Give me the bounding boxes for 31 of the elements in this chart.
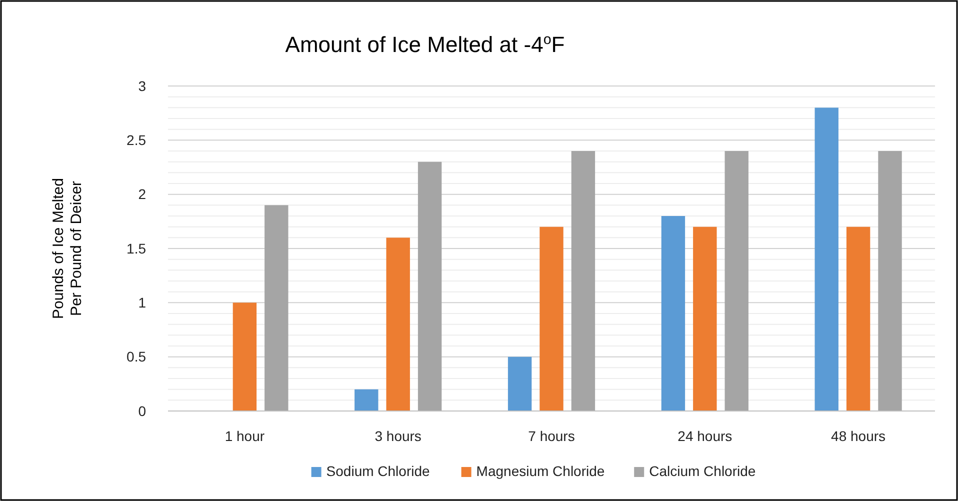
y-tick-label: 1.5 [126,240,146,256]
y-tick-label: 0.5 [126,348,146,365]
bar [814,108,838,411]
bar [724,151,748,411]
legend-label: Calcium Chloride [649,463,756,479]
x-tick-label: 24 hours [678,428,732,444]
bar [693,226,717,411]
x-tick-label: 3 hours [374,428,422,444]
bar [571,151,596,411]
y-tick-label: 2.5 [126,132,146,148]
chart-title: Amount of Ice Melted at -4$^{o}$F [285,32,565,57]
bar [418,162,442,411]
legend-label: Sodium Chloride [326,463,430,479]
bar [846,226,870,411]
bar [508,356,532,411]
x-tick-label: 48 hours [831,428,886,444]
x-tick-label: 1 hour [224,428,265,444]
bar [354,389,378,411]
bar [386,238,410,411]
y-axis-title: Pounds of Ice Melted Per Pound of Deicer [50,178,85,319]
x-tick-label: 7 hours [528,428,575,444]
y-tick-label: 2 [138,186,146,202]
bar [878,151,902,411]
bar [232,302,257,411]
bar [661,216,686,411]
y-tick-label: 1 [138,294,146,311]
bar [540,226,564,411]
y-tick-label: 0 [138,402,146,419]
legend-label: Magnesium Chloride [476,463,605,479]
y-tick-label: 3 [138,78,146,94]
bar [264,205,288,411]
